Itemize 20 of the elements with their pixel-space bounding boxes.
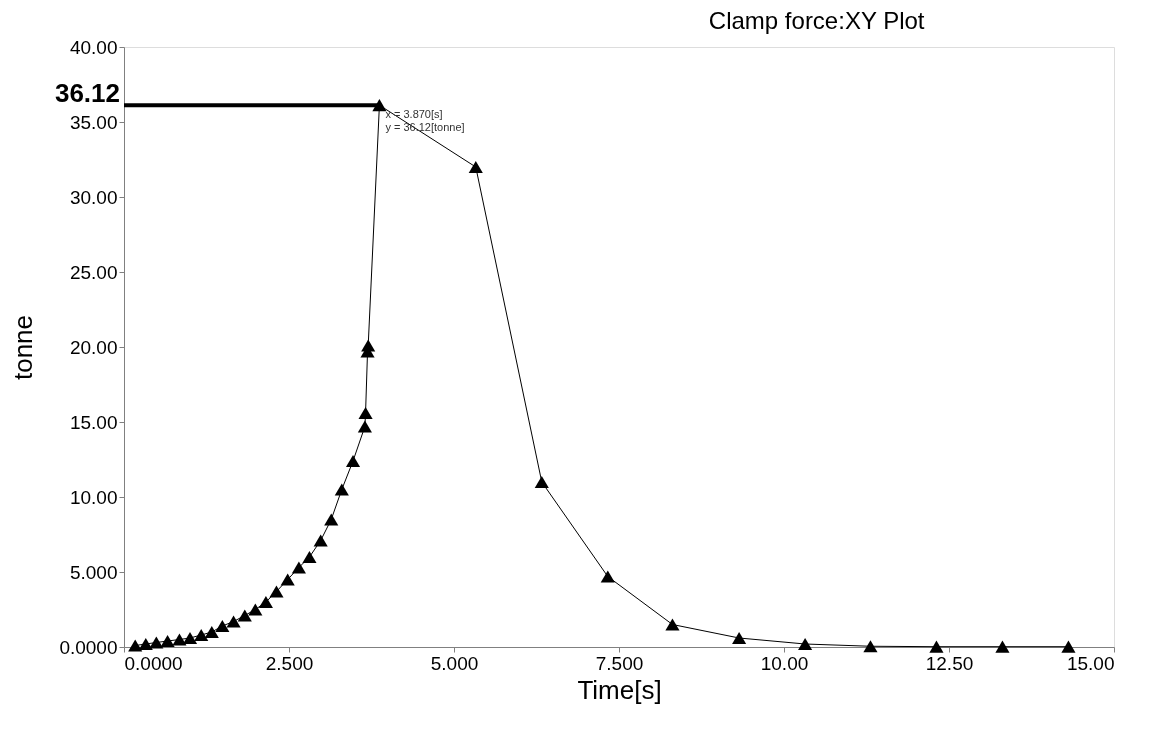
y-axis-title: tonne <box>8 314 39 381</box>
x-tick-label: 12.50 <box>925 652 974 674</box>
x-tick-label: 2.500 <box>265 652 314 674</box>
y-tick-label: 15.00 <box>69 411 118 433</box>
x-tick-label: 5.000 <box>430 652 479 674</box>
y-tick-label: 5.000 <box>69 561 118 583</box>
x-axis-title: Time[s] <box>577 674 662 705</box>
annotation: 36.12 <box>54 78 120 109</box>
y-tick-label: 30.00 <box>69 186 118 208</box>
y-tick-label: 0.0000 <box>59 636 118 658</box>
x-tick-label: 15.00 <box>1066 652 1115 674</box>
y-tick-label: 35.00 <box>69 111 118 133</box>
x-tick-label: 7.500 <box>595 652 644 674</box>
x-tick-label: 10.00 <box>760 652 809 674</box>
chart-title: Clamp force:XY Plot <box>708 7 925 34</box>
y-tick-label: 25.00 <box>69 261 118 283</box>
y-tick-label: 40.00 <box>69 36 118 58</box>
y-tick-label: 10.00 <box>69 486 118 508</box>
x-tick-label: 0.0000 <box>124 652 183 674</box>
y-tick-label: 20.00 <box>69 336 118 358</box>
